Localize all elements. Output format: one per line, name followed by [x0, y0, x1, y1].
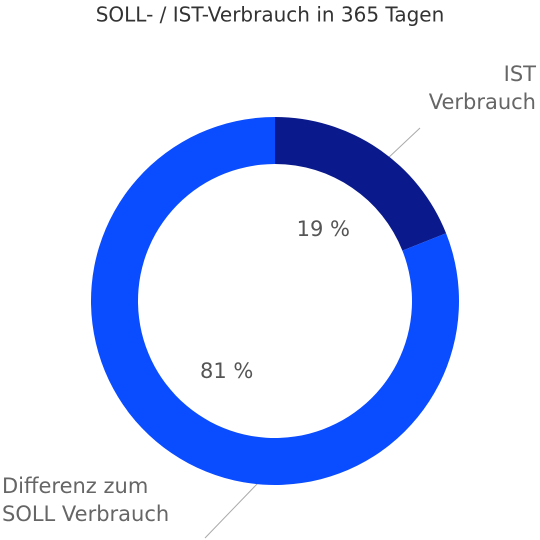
value-label: 19 % — [297, 217, 350, 241]
chart-title: SOLL- / IST-Verbrauch in 365 Tagen — [96, 3, 445, 27]
category-label: Differenz zum SOLL Verbrauch — [2, 474, 170, 526]
category-label: IST Verbrauch — [428, 62, 536, 114]
donut-slice — [275, 117, 447, 251]
value-label: 81 % — [200, 359, 253, 383]
